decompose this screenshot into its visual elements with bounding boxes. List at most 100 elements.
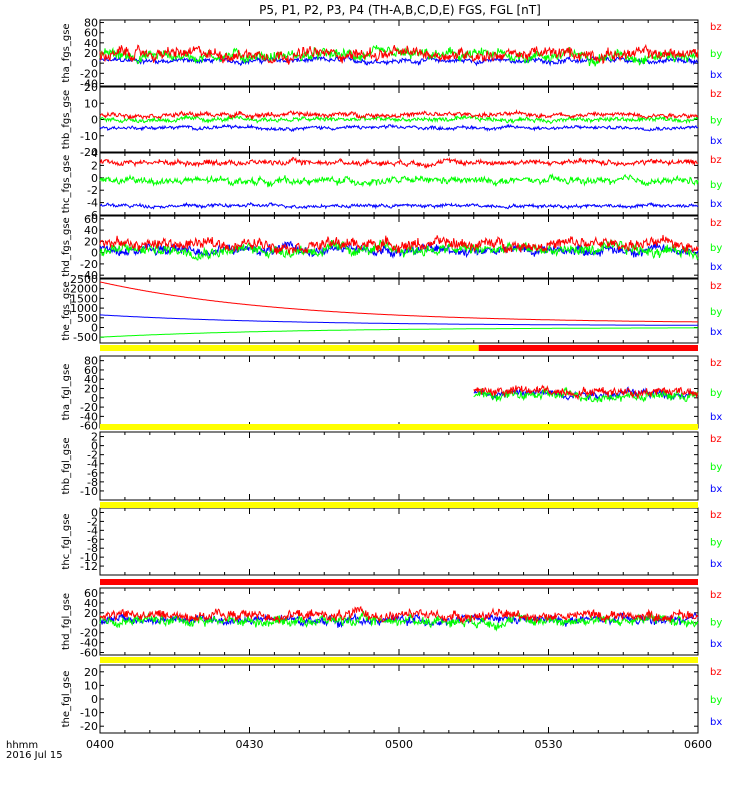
panel-frame: [99, 664, 699, 734]
y-tick-label: 0: [91, 172, 98, 185]
y-axis-label: tha_fgs_gse: [61, 23, 72, 82]
y-tick-label: -40: [80, 269, 98, 282]
panel-thb_fgl_gse: 20-2-4-6-8-10 thb_fgl_gse bz by bx: [61, 431, 722, 501]
series-by: [99, 327, 698, 338]
y-axis-label: thd_fgl_gse: [61, 593, 72, 650]
y-axis-label: the_fgs_gse: [61, 281, 72, 340]
y-tick-label: -40: [80, 637, 98, 650]
legend-bz: bz: [710, 510, 722, 521]
legend-by: by: [710, 462, 722, 473]
plot-title: P5, P1, P2, P3, P4 (TH-A,B,C,D,E) FGS, F…: [259, 3, 541, 17]
y-axis-label: tha_fgl_gse: [61, 364, 72, 421]
y-tick-label: 20: [84, 47, 98, 60]
legend-bx: bx: [710, 484, 722, 495]
series-by: [473, 386, 699, 403]
y-axis-label: thc_fgs_gse: [61, 155, 72, 214]
y-tick-label: -10: [80, 551, 98, 564]
series-bx: [100, 314, 698, 326]
legend-bz: bz: [710, 89, 722, 100]
y-tick-label: -2: [87, 515, 98, 528]
legend-bz: bz: [710, 22, 722, 33]
y-tick-label: 0: [91, 321, 98, 334]
y-tick-label: 0: [91, 617, 98, 630]
y-tick-label: 40: [84, 37, 98, 50]
y-tick-label: 20: [84, 81, 98, 94]
y-tick-label: 0: [91, 506, 98, 519]
y-tick-label: 2500: [70, 273, 98, 286]
legend-bx: bx: [710, 327, 722, 338]
y-axis-label: the_fgl_gse: [61, 671, 72, 728]
legend-bx: bx: [710, 412, 722, 423]
legend-by: by: [710, 388, 722, 399]
y-tick-label: 1000: [70, 302, 98, 315]
legend-by: by: [710, 180, 722, 191]
series-bx: [99, 123, 699, 133]
legend-bx: bx: [710, 136, 722, 147]
y-tick-label: 60: [84, 213, 98, 226]
y-tick-label: 40: [84, 224, 98, 237]
panel-frame: [99, 431, 699, 501]
legend-by: by: [710, 618, 722, 629]
y-tick-label: 20: [84, 607, 98, 620]
y-axis-label: thd_fgs_gse: [61, 217, 72, 276]
y-axis-label: thb_fgl_gse: [61, 438, 72, 495]
y-tick-label: 20: [84, 235, 98, 248]
legend-by: by: [710, 116, 722, 127]
y-tick-label: -8: [87, 542, 98, 555]
series-bz: [99, 109, 699, 121]
x-tick-label: 0530: [535, 738, 563, 751]
y-tick-label: 0: [91, 57, 98, 70]
series-bz: [99, 605, 699, 625]
series-bx: [99, 55, 699, 67]
series-by: [99, 45, 699, 67]
mode-bar-yellow: [100, 657, 698, 663]
y-tick-label: -10: [80, 485, 98, 498]
y-axis-label: thb_fgs_gse: [61, 90, 72, 149]
legend-by: by: [710, 243, 722, 254]
y-tick-label: 60: [84, 587, 98, 600]
legend-by: by: [710, 695, 722, 706]
legend-by: by: [710, 538, 722, 549]
legend-bz: bz: [710, 218, 722, 229]
y-tick-label: -40: [80, 410, 98, 423]
legend-bx: bx: [710, 717, 722, 728]
mode-bar-yellow: [100, 345, 479, 351]
y-tick-label: 40: [84, 597, 98, 610]
series-by: [99, 113, 699, 125]
x-tick-label: 0600: [684, 738, 712, 751]
legend-by: by: [710, 49, 722, 60]
mode-bar-red: [100, 579, 698, 585]
series-bz: [99, 156, 699, 170]
legend-bz: bz: [710, 434, 722, 445]
legend-bx: bx: [710, 639, 722, 650]
y-tick-label: 1500: [70, 292, 98, 305]
y-tick-label: 0: [91, 114, 98, 127]
series-by: [99, 173, 699, 188]
series-bz: [473, 384, 699, 401]
mode-bar-yellow: [100, 502, 698, 508]
y-tick-label: -20: [80, 401, 98, 414]
panel-thb_fgs_gse: 20 10 0 -10 -20 thb_fgs_gse bz by bx: [61, 81, 722, 159]
y-tick-label: -20: [80, 146, 98, 159]
series-bx: [99, 201, 699, 210]
legend-bz: bz: [710, 358, 722, 369]
y-tick-label: -6: [87, 533, 98, 546]
y-tick-label: 20: [84, 666, 98, 679]
y-tick-label: -20: [80, 258, 98, 271]
y-tick-label: 10: [84, 679, 98, 692]
y-tick-label: -4: [87, 197, 98, 210]
legend-bz: bz: [710, 281, 722, 292]
y-tick-label: -60: [80, 420, 98, 433]
y-tick-label: -10: [80, 130, 98, 143]
y-tick-label: 2: [91, 159, 98, 172]
y-tick-label: 0: [91, 440, 98, 453]
panel-frame: [99, 507, 699, 576]
series-bz: [99, 281, 698, 323]
y-tick-label: 0: [91, 693, 98, 706]
y-tick-label: -2: [87, 184, 98, 197]
